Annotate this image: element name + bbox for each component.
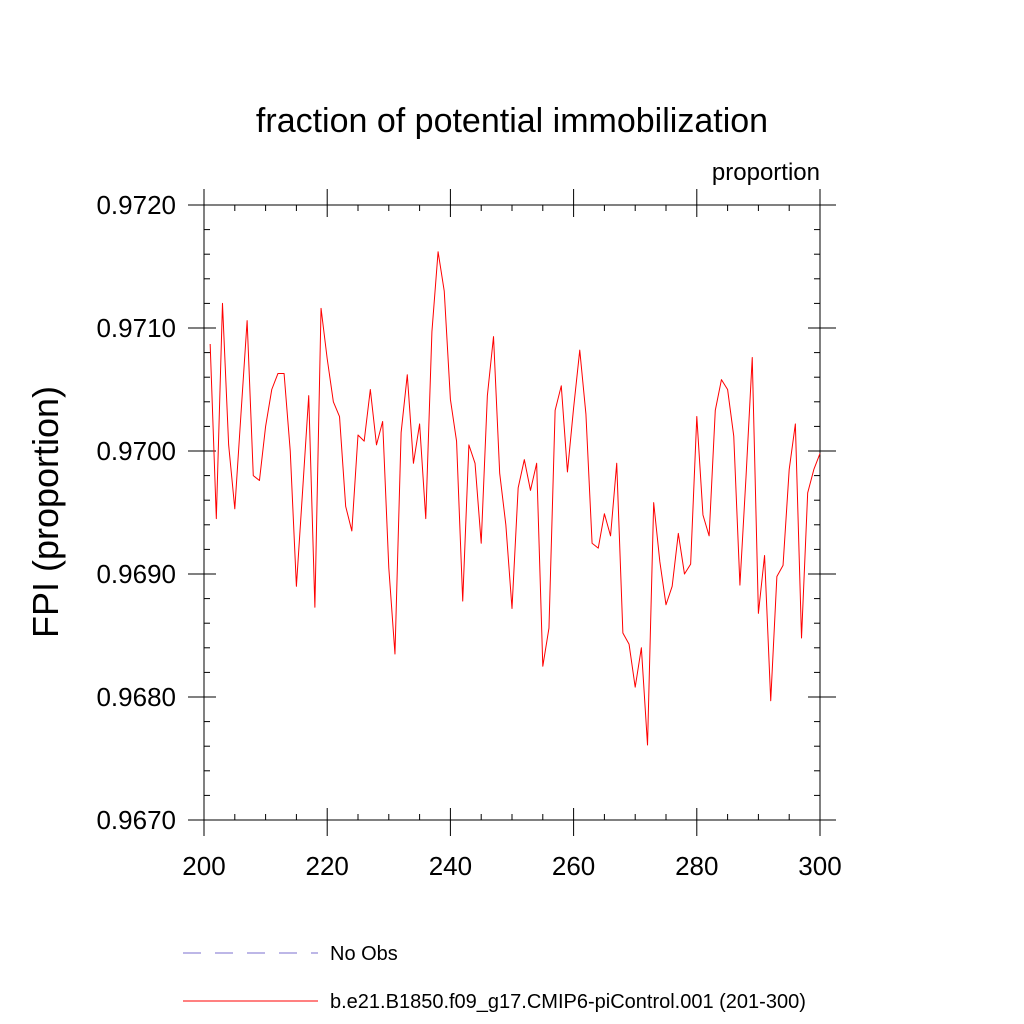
series-layer	[209, 251, 821, 746]
plot-frame	[203, 204, 821, 821]
x-axis-ticks: 200 220 240 260 280 300	[182, 189, 842, 881]
x-tick-label: 280	[675, 851, 718, 881]
legend-label-model-run: b.e21.B1850.f09_g17.CMIP6-piControl.001 …	[330, 991, 806, 1013]
x-tick-label: 260	[552, 851, 595, 881]
y-tick-label: 0.9690	[96, 559, 176, 589]
y-tick-label: 0.9700	[96, 436, 176, 466]
x-tick-label: 300	[798, 851, 841, 881]
plot-axes	[203, 204, 821, 821]
y-tick-label: 0.9680	[96, 682, 176, 712]
x-tick-label: 200	[182, 851, 225, 881]
units-label: proportion	[712, 159, 820, 186]
y-axis-ticks: 0.9670 0.9680 0.9690 0.9700 0.9710 0.9720	[96, 190, 836, 835]
x-tick-label: 240	[429, 851, 472, 881]
y-tick-label: 0.9710	[96, 313, 176, 343]
series-line	[209, 251, 821, 746]
y-tick-label: 0.9720	[96, 190, 176, 220]
legend: No Obs b.e21.B1850.f09_g17.CMIP6-piContr…	[183, 943, 806, 1013]
legend-label-no-obs: No Obs	[330, 943, 398, 965]
y-tick-label: 0.9670	[96, 805, 176, 835]
y-axis-label: FPI (proportion)	[25, 386, 66, 638]
x-tick-label: 220	[306, 851, 349, 881]
chart-title: fraction of potential immobilization	[256, 102, 768, 140]
